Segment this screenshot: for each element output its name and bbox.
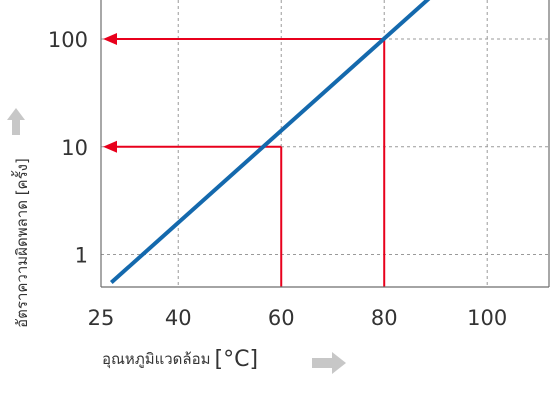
x-tick-label: 60 <box>268 306 295 330</box>
x-tick-label: 100 <box>467 306 507 330</box>
arrow-right-icon <box>312 352 346 374</box>
y-axis-label: อัตราความผิดพลาด [ครั้ง] <box>13 158 31 328</box>
axis-direction-arrows <box>7 108 346 374</box>
tick-labels: 25 40 60 80 100 1 10 100 <box>48 28 507 330</box>
y-axis-label-box: อัตราความผิดพลาด [ครั้ง] <box>4 108 40 378</box>
plot-frame <box>100 0 550 288</box>
x-axis-label-row: อุณหภูมิแวดล้อม [°C] <box>102 347 258 372</box>
series-line <box>109 0 431 285</box>
y-tick-label: 1 <box>75 244 88 268</box>
y-tick-label: 100 <box>48 28 88 52</box>
x-axis-unit: [°C] <box>214 347 259 372</box>
annotation-guides <box>103 32 386 287</box>
guide-arrowhead <box>103 140 117 153</box>
x-tick-label: 40 <box>165 306 192 330</box>
arrow-up-icon <box>7 108 25 135</box>
grid <box>100 0 549 287</box>
y-tick-label: 10 <box>61 136 88 160</box>
x-axis-label: อุณหภูมิแวดล้อม <box>102 350 211 368</box>
guide-arrowhead <box>103 32 117 45</box>
x-tick-label: 25 <box>88 306 115 330</box>
x-tick-label: 80 <box>371 306 398 330</box>
series <box>109 0 431 285</box>
